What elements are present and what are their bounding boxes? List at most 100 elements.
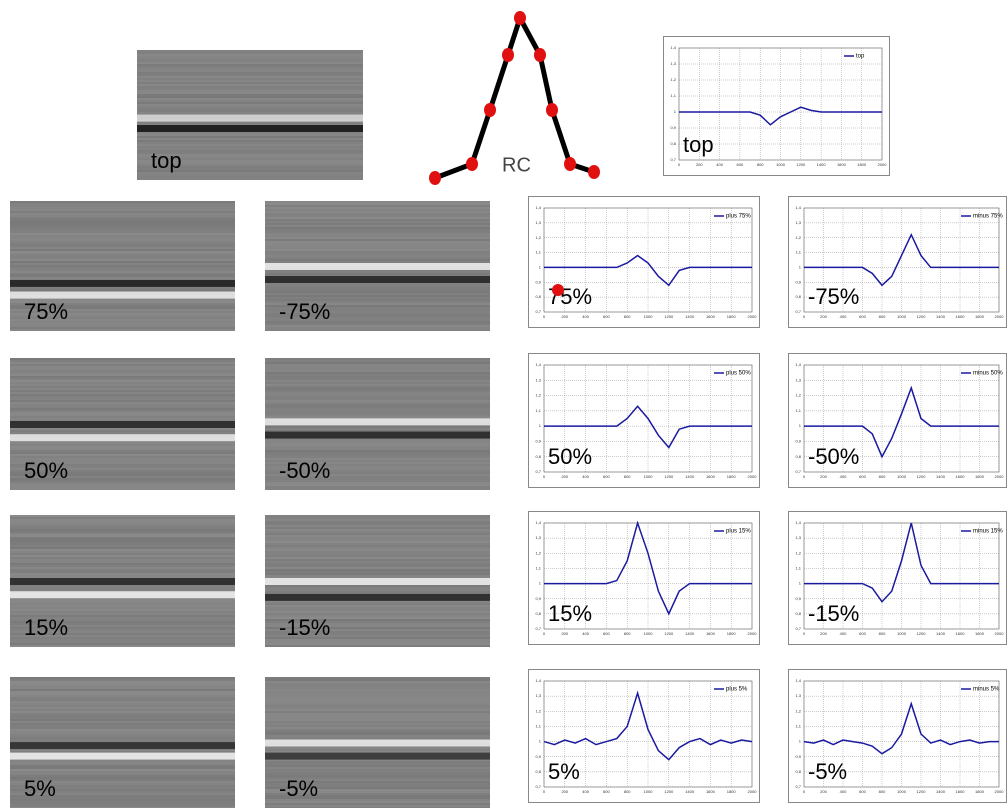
image-noise — [10, 444, 235, 446]
image-noise — [10, 406, 235, 408]
x-tick-label: 2000 — [995, 474, 1005, 479]
plot-frame — [803, 364, 1000, 473]
x-tick-label: 800 — [757, 162, 764, 167]
image-noise — [10, 643, 235, 645]
legend-label: minus 15% — [973, 529, 1003, 535]
x-tick-label: 1600 — [956, 474, 966, 479]
x-tick-label: 200 — [561, 314, 568, 319]
image-noise — [265, 771, 490, 773]
image-noise — [10, 215, 235, 217]
x-tick-label: 800 — [879, 314, 886, 319]
image-noise — [137, 50, 363, 52]
image-noise — [10, 370, 235, 372]
image-noise — [265, 257, 490, 259]
image-noise — [265, 547, 490, 549]
image-noise — [137, 76, 363, 78]
image-noise — [265, 261, 490, 263]
image-noise — [137, 72, 363, 74]
image-noise — [10, 257, 235, 259]
image-noise — [137, 140, 363, 142]
image-noise — [10, 695, 235, 697]
image-bg — [10, 201, 235, 331]
image-noise — [10, 205, 235, 207]
y-tick-label: 1,1 — [535, 250, 541, 255]
image-noise — [10, 241, 235, 243]
image-noise — [265, 725, 490, 727]
x-tick-label: 1800 — [975, 474, 985, 479]
image-noise — [10, 685, 235, 687]
mini-chart: 0 200 400 600 800 1000 1200 1400 1600 1800 2000 0,7… — [788, 196, 1007, 328]
x-tick-label: 1000 — [644, 314, 654, 319]
image-noise — [265, 775, 490, 777]
y-tick-label: 1,3 — [795, 377, 801, 382]
x-tick-label: 1600 — [706, 314, 716, 319]
y-tick-label: 0,9 — [670, 125, 676, 130]
image-noise — [265, 285, 490, 287]
y-tick-label: 1,1 — [795, 723, 801, 728]
image-label: -15% — [279, 615, 330, 640]
image-noise — [10, 362, 235, 364]
y-tick-label: 1,2 — [795, 393, 801, 398]
image-noise — [265, 591, 490, 593]
image-noise — [137, 158, 363, 160]
x-tick-label: 1600 — [706, 789, 716, 794]
image-noise — [10, 289, 235, 291]
image-noise — [10, 629, 235, 631]
y-tick-label: 1,1 — [535, 723, 541, 728]
image-noise — [265, 400, 490, 402]
x-tick-label: 0 — [543, 474, 546, 479]
y-tick-label: 1,4 — [535, 362, 541, 367]
image-noise — [10, 563, 235, 565]
image-band — [137, 114, 363, 122]
image-noise — [10, 719, 235, 721]
image-noise — [265, 803, 490, 805]
image-noise — [10, 412, 235, 414]
image-noise — [137, 136, 363, 138]
image-noise — [10, 380, 235, 382]
chart-label: 5% — [548, 759, 580, 784]
image-noise — [10, 472, 235, 474]
image-noise — [10, 201, 235, 203]
image-noise — [10, 364, 235, 366]
image-noise — [137, 90, 363, 92]
image-noise — [265, 635, 490, 637]
image-noise — [10, 253, 235, 255]
image-noise — [10, 803, 235, 805]
image-band — [265, 276, 490, 283]
y-tick-label: 1,4 — [535, 205, 541, 210]
image-noise — [265, 777, 490, 779]
plot-frame — [803, 522, 1000, 630]
image-noise — [265, 241, 490, 243]
x-tick-label: 800 — [879, 789, 886, 794]
image-noise — [137, 176, 363, 178]
x-tick-label: 1000 — [644, 631, 654, 636]
image-noise — [265, 585, 490, 587]
image-band — [265, 752, 490, 760]
image-band — [10, 279, 235, 287]
x-tick-label: 1400 — [685, 631, 695, 636]
image-noise — [265, 486, 490, 488]
image-noise — [10, 533, 235, 535]
image-noise — [10, 765, 235, 767]
image-noise — [265, 691, 490, 693]
image-noise — [10, 617, 235, 619]
image-noise — [10, 679, 235, 681]
image-noise — [10, 589, 235, 591]
image-noise — [10, 358, 235, 360]
x-tick-label: 0 — [803, 631, 806, 636]
image-noise — [265, 201, 490, 203]
image-noise — [10, 721, 235, 723]
y-tick-label: 0,8 — [795, 769, 801, 774]
image-noise — [10, 561, 235, 563]
image-noise — [10, 396, 235, 398]
curve — [804, 385, 999, 459]
image-noise — [265, 438, 490, 440]
image-noise — [10, 400, 235, 402]
image-noise — [137, 100, 363, 102]
image-noise — [10, 392, 235, 394]
image-noise — [265, 364, 490, 366]
x-tick-label: 0 — [803, 474, 806, 479]
image-noise — [10, 599, 235, 601]
image-noise — [265, 378, 490, 380]
image-noise — [265, 605, 490, 607]
